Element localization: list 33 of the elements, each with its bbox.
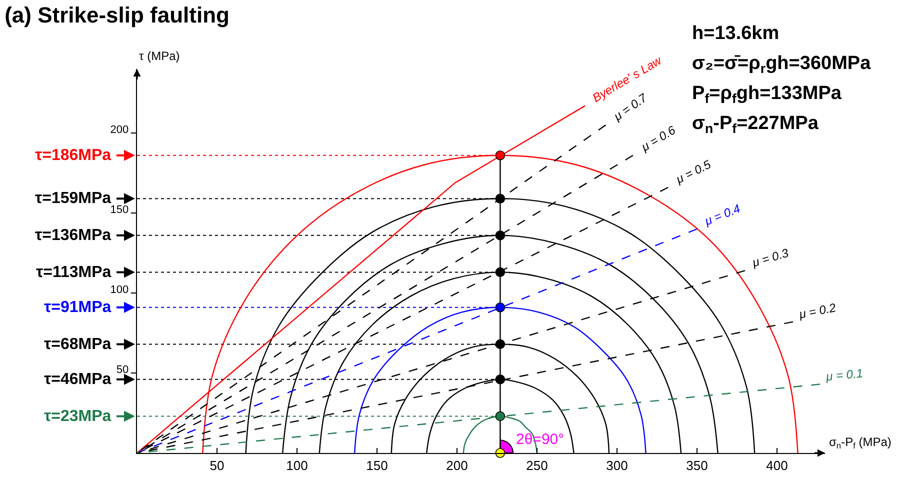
- x-axis-title: σ$_{n}$-P$_{f}$ (MPa): [829, 435, 892, 451]
- text: μ = 0.4: [702, 201, 743, 228]
- ref-line-label: τ=159MPa: [35, 190, 112, 207]
- x-tick-label: 250: [526, 458, 548, 473]
- text: μ = 0.5: [672, 157, 714, 187]
- x-tick-label: 100: [286, 458, 308, 473]
- y-axis-title: τ (MPa): [139, 49, 180, 63]
- text: μ = 0.6: [638, 122, 678, 155]
- y-tick-label: 150: [110, 204, 129, 216]
- x-tick-label: 50: [210, 458, 224, 473]
- text: μ = 0.3: [750, 246, 790, 270]
- x-tick-label: 150: [366, 458, 388, 473]
- ref-line-label: τ=186MPa: [35, 147, 112, 164]
- x-tick-label: 200: [446, 458, 468, 473]
- ref-line-label: τ=23MPa: [44, 408, 112, 425]
- annotation: σ$_{n}$-P$_{f}$=227MPa: [692, 113, 819, 136]
- y-tick-label: 100: [110, 284, 129, 296]
- ref-line-label: τ=68MPa: [44, 336, 112, 353]
- x-tick-label: 300: [606, 458, 628, 473]
- text: h=13.6km: [692, 23, 780, 44]
- x-tick-label: 350: [686, 458, 708, 473]
- ref-line-label: τ=46MPa: [44, 371, 112, 388]
- x-tick-label: 400: [766, 458, 788, 473]
- text: μ = 0.1: [824, 366, 864, 384]
- ref-line-label: τ=91MPa: [44, 299, 112, 316]
- ref-line-label: τ=136MPa: [35, 227, 112, 244]
- y-tick-label: 200: [110, 124, 129, 136]
- annotation: P$_{f}$=ρ$_{f}$gh=133MPa: [692, 83, 842, 106]
- y-tick-label: 50: [116, 364, 129, 376]
- chart-title: (a) Strike-slip faulting: [4, 2, 230, 28]
- ref-line-label: τ=113MPa: [36, 264, 112, 281]
- annotation: σ₂=σ̄=ρ$_{r}$gh=360MPa: [692, 53, 872, 76]
- text: μ = 0.2: [797, 300, 838, 322]
